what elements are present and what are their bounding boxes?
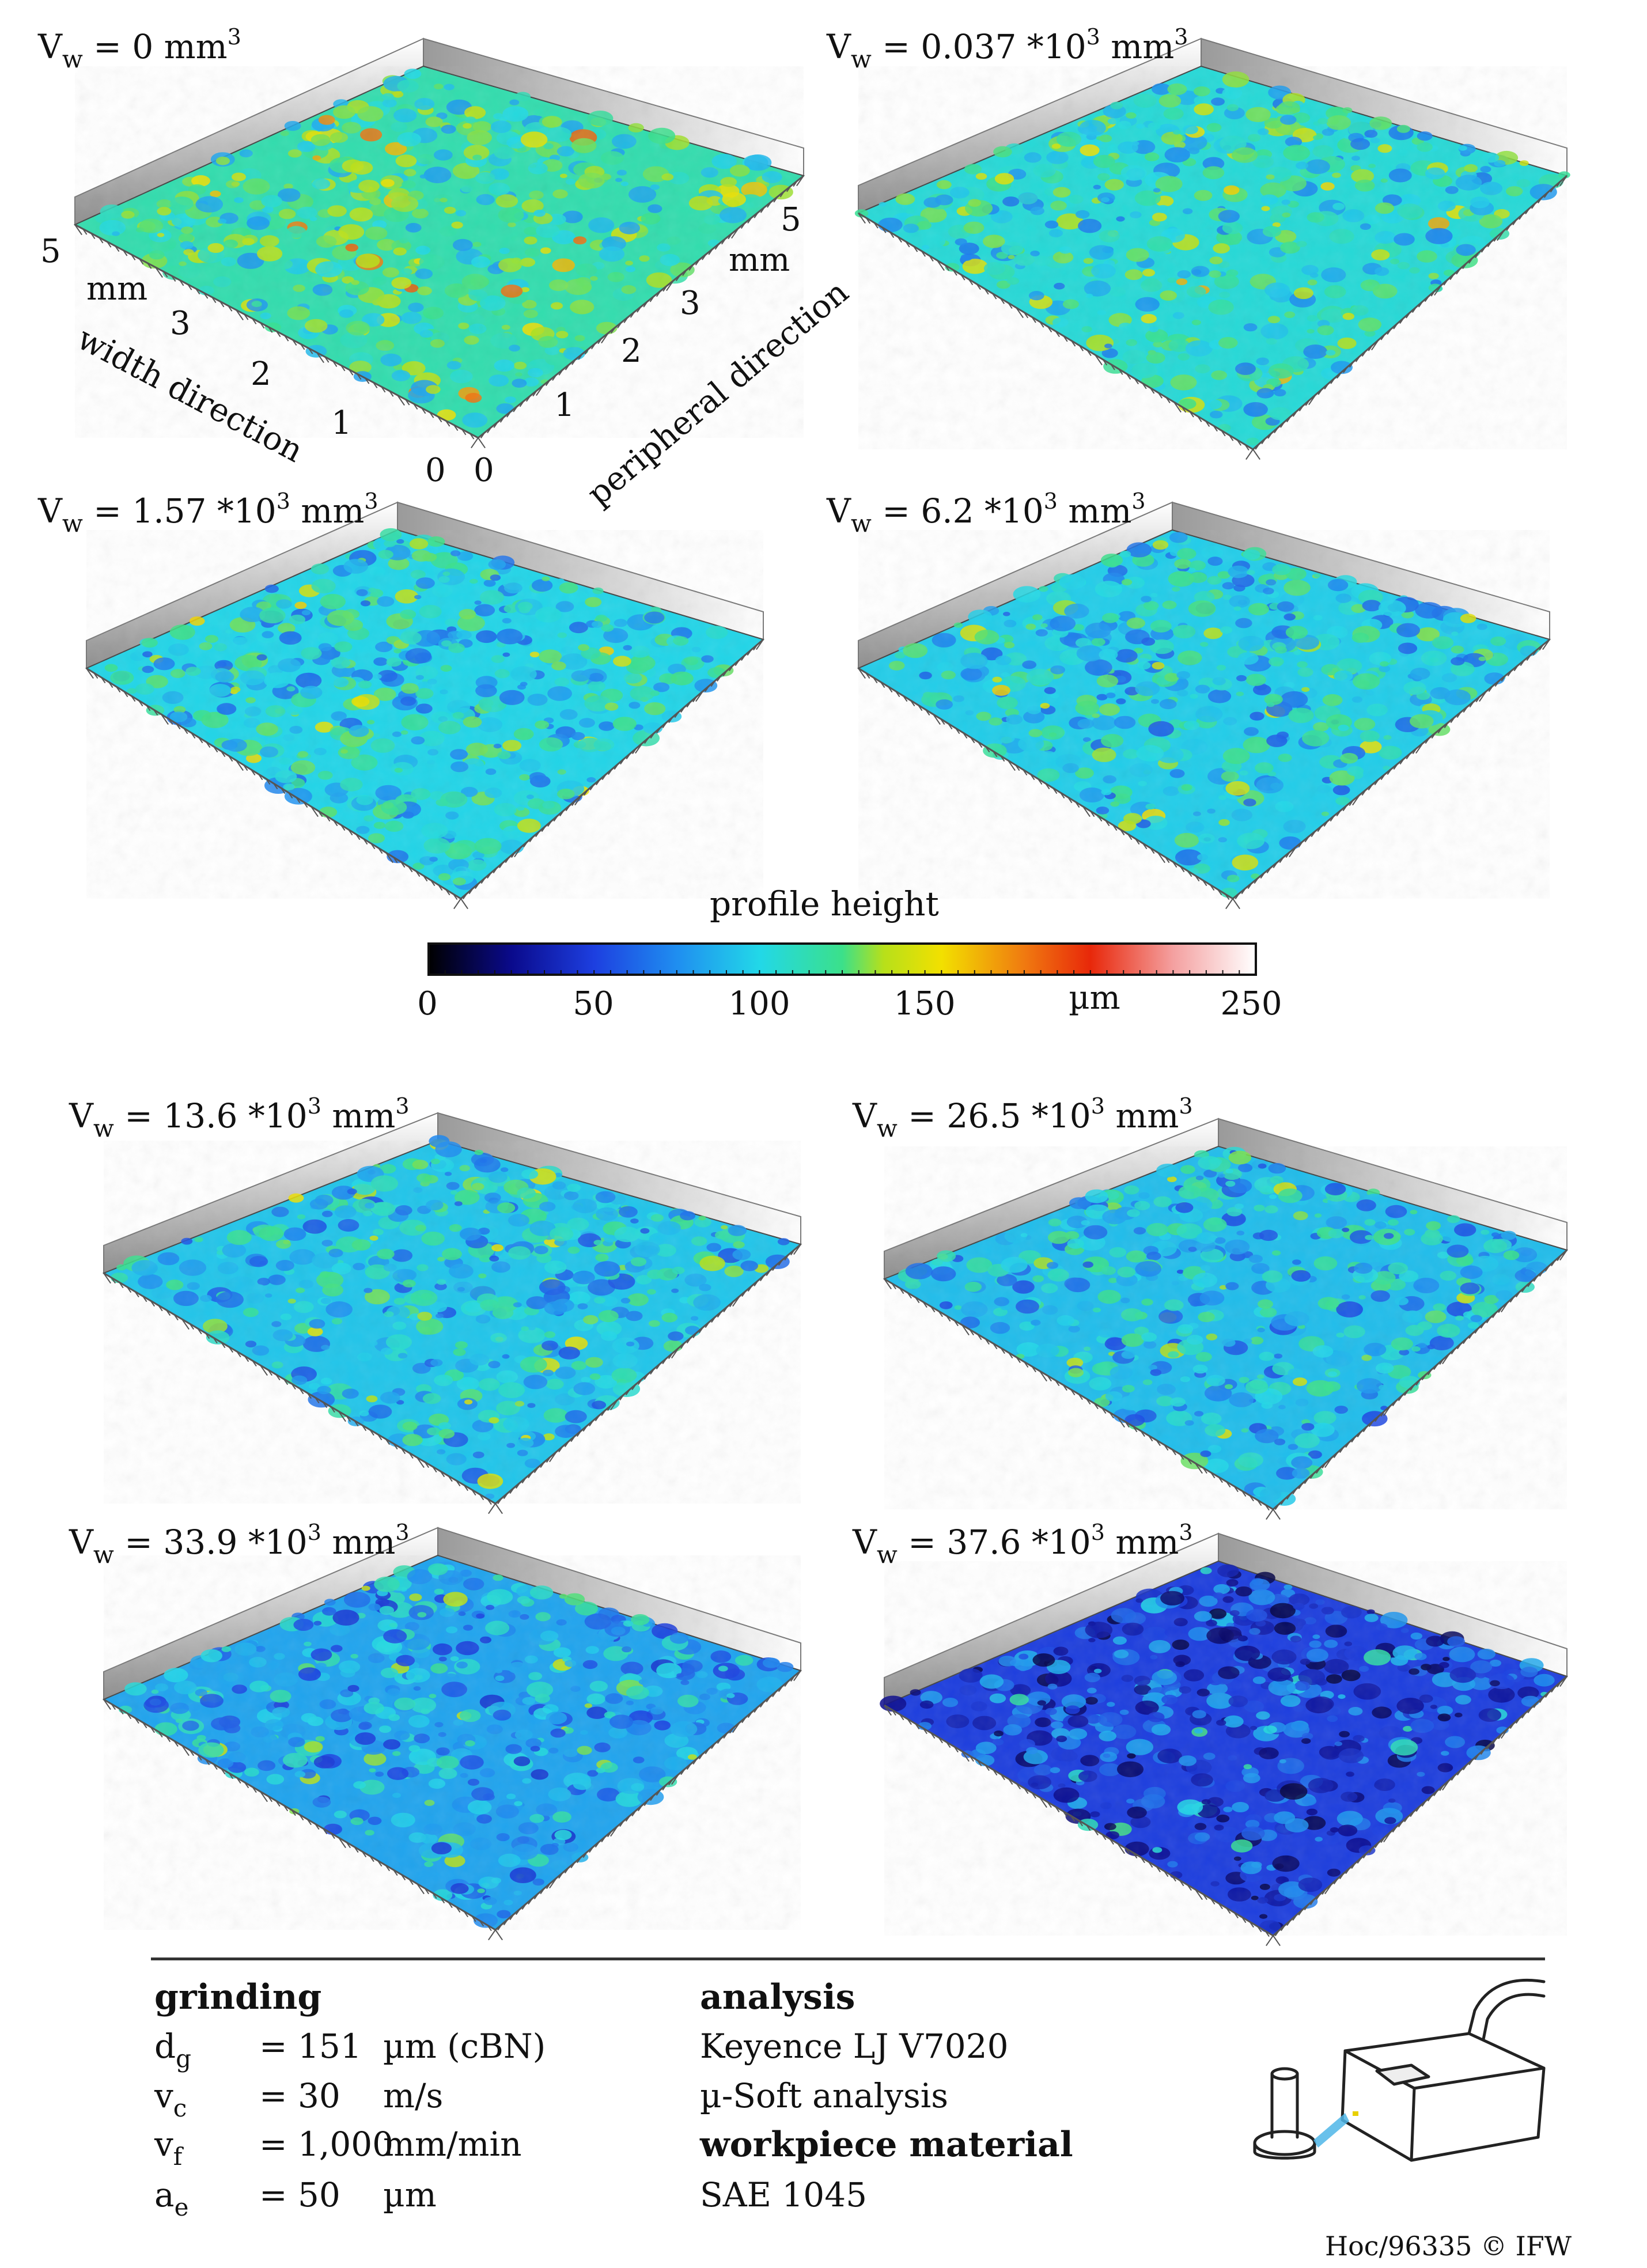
image-credit: Hoc/96335 © IFW (1325, 2231, 1572, 2262)
colorbar-tick-0: 0 (417, 985, 438, 1023)
peripheral-tick-1: 1 (554, 387, 575, 424)
colorbar (427, 942, 1257, 976)
surface-plot-7 (102, 1527, 802, 1941)
width-tick-2: 2 (251, 355, 271, 393)
material-value: SAE 1045 (700, 2175, 867, 2214)
colorbar-gradient (427, 942, 1257, 976)
width-unit: mm (86, 270, 147, 308)
grinding-cell: ae (154, 2175, 189, 2221)
section-divider (151, 1957, 1545, 1960)
colorbar-unit: µm (1069, 979, 1120, 1017)
grinding-cell: m/s (383, 2076, 444, 2115)
panel-7-label: Vw = 33.9 *103 mm3 (69, 1520, 410, 1569)
analysis-line-2: µ-Soft analysis (700, 2076, 949, 2115)
grinding-heading: grinding (154, 1977, 322, 2017)
peripheral-unit: mm (729, 241, 790, 279)
surface-plot-4 (857, 501, 1551, 910)
surface-plot-6 (883, 1118, 1569, 1520)
surface-plot-8 (880, 1532, 1568, 1947)
peripheral-direction-label: peripheral direction (580, 274, 855, 513)
panel-4-label: Vw = 6.2 *103 mm3 (827, 489, 1146, 537)
grinding-cell: µm (cBN) (383, 2027, 546, 2066)
peripheral-tick-0: 0 (474, 452, 494, 489)
surface-plot-3 (85, 501, 765, 910)
peripheral-tick-2: 2 (621, 332, 642, 370)
grinding-cell: = 30 (259, 2076, 340, 2115)
colorbar-title: profile height (710, 884, 939, 923)
grinding-cell: dg (154, 2027, 192, 2073)
grinding-cell: mm/min (383, 2125, 522, 2164)
grinding-cell: = 1,000 (259, 2125, 394, 2164)
grinding-cell: = 50 (259, 2175, 340, 2214)
width-tick-0: 0 (425, 452, 446, 489)
colorbar-minor-ticks (444, 970, 1240, 975)
colorbar-tick-250: 250 (1220, 985, 1282, 1023)
panel-5-label: Vw = 13.6 *103 mm3 (69, 1093, 410, 1142)
panel-1-label: Vw = 0 mm3 (38, 24, 241, 73)
peripheral-tick-3: 3 (680, 285, 701, 322)
grinding-cell: µm (383, 2175, 437, 2214)
surface-plot-2 (854, 37, 1570, 460)
peripheral-axis-ticks: 0 1 2 3 5 (474, 201, 801, 489)
material-heading: workpiece material (700, 2125, 1073, 2165)
grinding-cell: vc (154, 2076, 187, 2122)
grinding-cell: = 151 (259, 2027, 362, 2066)
width-tick-1: 1 (331, 404, 352, 442)
surface-plot-1 (73, 37, 805, 449)
surface-plots (73, 37, 1570, 1947)
width-direction-label: width direction (71, 320, 309, 470)
surface-plot-5 (102, 1112, 802, 1514)
panel-8-label: Vw = 37.6 *103 mm3 (853, 1520, 1193, 1569)
panel-2-label: Vw = 0.037 *103 mm3 (827, 24, 1188, 73)
width-tick-5: 5 (40, 233, 61, 270)
grinding-cell: vf (154, 2125, 183, 2171)
width-tick-3: 3 (170, 305, 191, 342)
panel-3-label: Vw = 1.57 *103 mm3 (38, 489, 378, 537)
analysis-line-1: Keyence LJ V7020 (700, 2027, 1009, 2066)
panel-6-label: Vw = 26.5 *103 mm3 (853, 1093, 1193, 1142)
peripheral-tick-5: 5 (781, 201, 801, 238)
colorbar-tick-100: 100 (728, 985, 790, 1023)
colorbar-tick-50: 50 (573, 985, 614, 1023)
laser-sensor-sketch (1253, 1978, 1546, 2162)
width-axis-ticks: 5 3 2 1 0 (40, 233, 446, 489)
analysis-heading: analysis (700, 1977, 855, 2017)
panel-1-axes: 5 3 2 1 0 mm width direction 0 1 2 3 5 m… (40, 201, 856, 513)
colorbar-tick-150: 150 (893, 985, 956, 1023)
